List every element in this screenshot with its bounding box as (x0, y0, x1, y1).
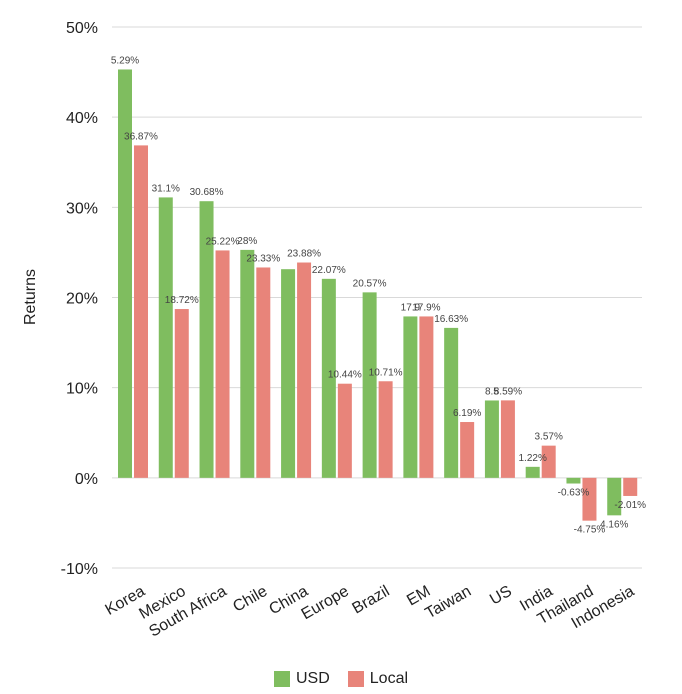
bar-usd-us[interactable] (484, 400, 499, 478)
legend: USD Local (0, 666, 682, 692)
bar-usd-chile[interactable] (240, 249, 255, 478)
data-label: 8.59% (494, 386, 522, 397)
x-category-label: Europe (299, 583, 352, 624)
y-tick-label: 40% (66, 110, 98, 127)
x-category-label: Chile (230, 583, 270, 616)
data-label: 10.71% (369, 367, 403, 378)
data-label: -0.63% (558, 488, 590, 499)
bar-local-brazil[interactable] (378, 381, 393, 478)
bar-usd-china[interactable] (281, 269, 296, 478)
data-label: 22.07% (312, 265, 346, 276)
bar-usd-korea[interactable] (118, 69, 132, 478)
x-category-label: Brazil (349, 583, 392, 618)
bars (118, 69, 638, 521)
data-label: 8.5 (485, 386, 499, 397)
data-label: 16.63% (434, 314, 468, 325)
bar-usd-indonesia[interactable] (607, 477, 622, 516)
bar-usd-europe[interactable] (321, 278, 336, 478)
data-label: -2.01% (614, 500, 646, 511)
legend-swatch-usd (273, 671, 290, 687)
data-label: 18.72% (165, 295, 199, 306)
data-label: -4.75% (574, 525, 606, 536)
bar-local-europe[interactable] (337, 383, 352, 478)
data-label: 23.33% (246, 253, 280, 264)
bar-usd-india[interactable] (525, 466, 540, 478)
bar-usd-brazil[interactable] (362, 292, 377, 478)
data-label: 31.1% (152, 183, 180, 194)
data-label: 28% (237, 236, 257, 247)
legend-item-usd[interactable]: USD (273, 670, 330, 688)
legend-label-local: Local (369, 670, 409, 687)
legend-item-local[interactable]: Local (347, 670, 409, 688)
bar-local-taiwan[interactable] (460, 422, 475, 478)
y-tick-label: -10% (61, 561, 98, 578)
data-labels: 5.29% 36.87% 31.1% 18.72% 30.68% 25.22%28% 23.… (111, 55, 646, 535)
bar-usd-taiwan[interactable] (444, 327, 459, 478)
data-label: 1.22% (519, 453, 547, 464)
data-label: 20.57% (353, 278, 387, 289)
bar-usd-mexico[interactable] (158, 197, 173, 478)
data-label: 3.57% (535, 432, 563, 443)
data-label: 17.9% (412, 302, 440, 313)
bar-local-mexico[interactable] (174, 309, 189, 478)
bar-usd-thailand[interactable] (566, 477, 581, 484)
bar-local-india[interactable] (541, 445, 556, 478)
data-label: 36.87% (124, 131, 158, 142)
data-label: 25.22% (206, 236, 240, 247)
bar-local-us[interactable] (500, 400, 515, 478)
legend-label-usd: USD (295, 670, 330, 687)
bar-local-korea[interactable] (134, 145, 148, 478)
bar-local-south-africa[interactable] (215, 250, 230, 478)
bar-local-indonesia[interactable] (623, 477, 638, 496)
x-category-label: Taiwan (423, 583, 475, 623)
y-tick-label: 0% (75, 471, 98, 488)
y-tick-label: 20% (66, 291, 98, 308)
data-label: 5.29% (111, 55, 139, 66)
y-tick-label: 10% (66, 381, 98, 398)
legend-swatch-local (347, 671, 364, 687)
data-label: 30.68% (190, 187, 224, 198)
data-label: 10.44% (328, 370, 362, 381)
x-category-label: US (487, 583, 515, 609)
bar-local-chile[interactable] (256, 267, 271, 478)
data-label: 23.88% (287, 249, 321, 260)
y-axis-ticks: -10% 0% 10% 20% 30% 40% 50% (61, 20, 98, 578)
bar-local-em[interactable] (419, 316, 434, 478)
data-label: 4.16% (600, 519, 628, 530)
bar-usd-south-africa[interactable] (199, 201, 214, 478)
bar-local-china[interactable] (297, 262, 312, 478)
data-label: 6.19% (453, 408, 481, 419)
y-tick-label: 30% (66, 200, 98, 217)
data-label: 17.9 (401, 302, 421, 313)
bar-local-thailand[interactable] (582, 477, 597, 521)
bar-usd-em[interactable] (403, 316, 418, 478)
y-axis-label: Returns (22, 269, 39, 325)
y-tick-label: 50% (66, 20, 98, 37)
